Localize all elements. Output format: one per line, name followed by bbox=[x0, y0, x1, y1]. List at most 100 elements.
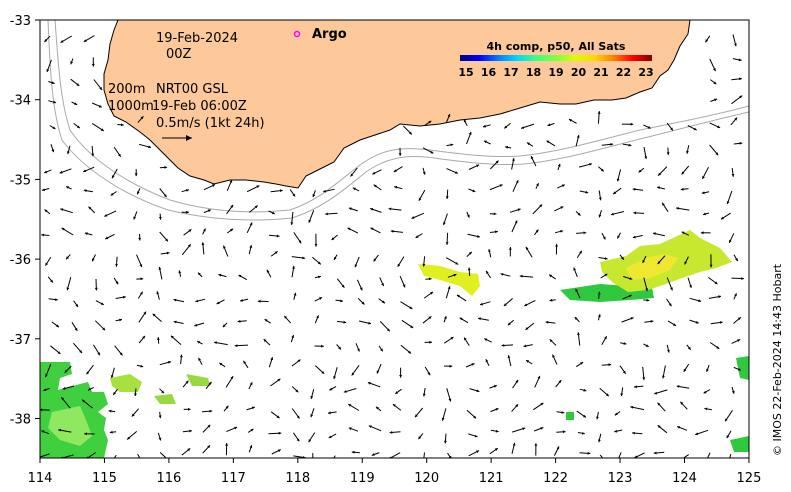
current-vector bbox=[600, 273, 608, 279]
current-vector bbox=[246, 222, 253, 234]
current-vector bbox=[599, 387, 610, 397]
current-vector bbox=[348, 403, 360, 411]
date-label: 19-Feb-2024 bbox=[156, 31, 238, 46]
depth-contours bbox=[47, 20, 749, 221]
current-vector bbox=[614, 429, 623, 433]
current-vector bbox=[40, 408, 50, 412]
current-vector bbox=[579, 190, 589, 194]
current-vector bbox=[509, 208, 521, 213]
current-vector bbox=[355, 343, 360, 352]
current-vector bbox=[194, 322, 205, 327]
current-vector bbox=[709, 254, 713, 268]
current-vector bbox=[532, 402, 544, 411]
current-vector bbox=[485, 270, 492, 279]
current-vector bbox=[335, 299, 344, 303]
legend-tick-label: 16 bbox=[481, 66, 497, 79]
current-vector bbox=[357, 298, 365, 305]
current-vector bbox=[666, 298, 672, 307]
current-vector bbox=[632, 234, 643, 239]
current-vector bbox=[573, 267, 578, 277]
current-vector bbox=[248, 445, 253, 453]
current-vector bbox=[704, 407, 712, 411]
current-vector bbox=[511, 442, 516, 454]
current-vector bbox=[152, 313, 162, 322]
current-vector bbox=[41, 233, 50, 237]
current-vector bbox=[422, 256, 426, 267]
current-vector bbox=[703, 389, 711, 394]
current-vector bbox=[314, 365, 325, 375]
current-vector bbox=[597, 111, 601, 124]
current-vector bbox=[117, 123, 124, 127]
current-vector bbox=[575, 134, 580, 147]
y-tick-label: -38 bbox=[10, 413, 31, 428]
current-vector bbox=[111, 168, 118, 179]
current-vector bbox=[352, 187, 360, 192]
legend-tick-label: 17 bbox=[503, 66, 518, 79]
current-vector bbox=[347, 227, 359, 234]
current-vector bbox=[61, 396, 71, 409]
current-vector bbox=[445, 286, 451, 299]
sst-patch-south bbox=[566, 412, 574, 420]
current-vector bbox=[246, 406, 255, 411]
current-vector bbox=[500, 273, 511, 277]
current-vector bbox=[218, 273, 227, 278]
current-vector bbox=[666, 344, 670, 353]
current-vector bbox=[138, 335, 146, 344]
current-vector bbox=[507, 319, 515, 326]
current-vector bbox=[489, 385, 497, 389]
current-vector bbox=[689, 297, 702, 303]
current-vector bbox=[333, 367, 338, 380]
current-vector bbox=[463, 119, 468, 127]
current-vector bbox=[399, 367, 403, 378]
current-vector bbox=[643, 343, 649, 348]
current-vector bbox=[731, 277, 744, 280]
current-vector bbox=[73, 342, 83, 354]
current-vector bbox=[115, 256, 118, 267]
current-vector bbox=[399, 275, 406, 288]
current-vector bbox=[612, 187, 622, 195]
current-vector bbox=[731, 168, 735, 177]
current-vector bbox=[160, 251, 170, 255]
current-vector bbox=[398, 147, 402, 156]
current-vector bbox=[227, 228, 234, 234]
current-vector bbox=[392, 403, 402, 411]
x-tick-label: 122 bbox=[543, 471, 568, 486]
current-source-label: NRT00 GSL bbox=[156, 82, 229, 97]
current-vector bbox=[159, 388, 165, 394]
current-vector bbox=[623, 276, 633, 280]
current-vector bbox=[290, 211, 294, 225]
current-vector bbox=[158, 266, 163, 280]
current-vector bbox=[131, 408, 140, 417]
current-vector bbox=[709, 144, 719, 156]
current-vector bbox=[534, 443, 538, 456]
current-vector bbox=[652, 232, 665, 237]
current-vector bbox=[114, 345, 123, 356]
current-vector bbox=[134, 169, 138, 177]
current-vector bbox=[87, 387, 94, 391]
current-vector bbox=[50, 144, 55, 153]
x-tick-label: 115 bbox=[92, 471, 117, 486]
current-vector bbox=[732, 58, 742, 62]
current-vector bbox=[226, 179, 233, 191]
current-vector bbox=[238, 274, 248, 281]
current-vector bbox=[202, 409, 213, 413]
sst-colorbar-legend: 4h comp, p50, All Sats 15 16 17 18 19 20 21 22 2… bbox=[458, 40, 653, 79]
current-vector bbox=[393, 166, 403, 173]
current-vector bbox=[134, 388, 137, 397]
current-vector bbox=[683, 363, 690, 373]
current-vector bbox=[732, 34, 737, 47]
current-vector bbox=[291, 265, 295, 278]
current-vector bbox=[709, 58, 716, 72]
current-vector bbox=[598, 210, 602, 218]
current-vector bbox=[83, 189, 93, 193]
legend-tick-label: 18 bbox=[526, 66, 541, 79]
current-vector bbox=[109, 430, 117, 434]
current-vector bbox=[653, 451, 665, 455]
current-vector bbox=[60, 208, 73, 214]
current-vector bbox=[373, 184, 382, 191]
current-vector bbox=[489, 184, 503, 191]
current-vector bbox=[597, 291, 601, 299]
current-vector bbox=[554, 230, 564, 234]
current-vector bbox=[181, 448, 191, 456]
current-vector bbox=[263, 338, 271, 346]
